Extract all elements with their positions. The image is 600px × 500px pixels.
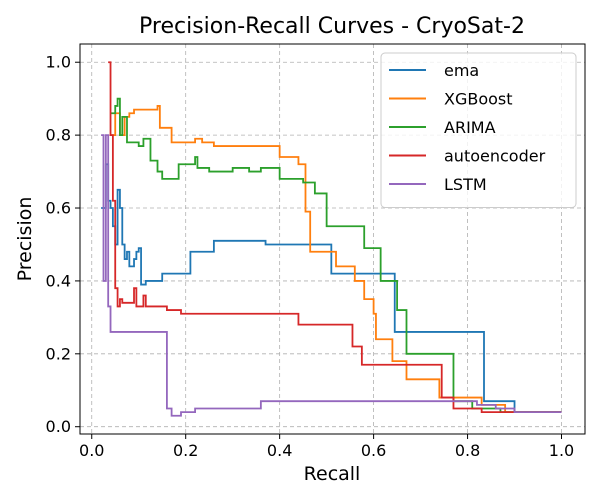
x-tick-label: 0.0 [79, 441, 104, 460]
legend: ema XGBoost ARIMA autoencoder LSTM [380, 52, 577, 208]
legend-box [380, 52, 577, 208]
x-tick-label: 0.2 [173, 441, 198, 460]
y-tick-label: 0.2 [46, 344, 71, 363]
series-line-xgboost [110, 105, 562, 414]
y-tick-label: 1.0 [46, 53, 71, 72]
x-axis: 0.0 0.2 0.4 0.6 0.8 1.0 [79, 434, 574, 460]
x-tick-label: 1.0 [549, 441, 574, 460]
y-axis: 0.0 0.2 0.4 0.6 0.8 1.0 [46, 53, 80, 436]
series-line-ema [101, 163, 562, 414]
y-tick-label: 0.4 [46, 271, 71, 290]
x-axis-label: Recall [304, 463, 361, 485]
plot-frame [79, 43, 586, 435]
y-axis-label: Precision [14, 197, 36, 282]
chart-title: Precision-Recall Curves - CryoSat-2 [139, 14, 525, 39]
x-tick-label: 0.6 [361, 441, 386, 460]
legend-label: LSTM [444, 175, 487, 194]
legend-label: ARIMA [444, 118, 496, 137]
x-tick-label: 0.8 [455, 441, 480, 460]
y-tick-label: 0.0 [46, 417, 71, 436]
x-tick-label: 0.4 [267, 441, 292, 460]
legend-label: ema [444, 61, 479, 80]
legend-label: XGBoost [444, 90, 513, 109]
series-line-autoencoder [108, 61, 562, 414]
y-tick-label: 0.6 [46, 199, 71, 218]
series-line-lstm [101, 134, 562, 417]
series-line-arima [110, 97, 562, 414]
legend-label: autoencoder [444, 147, 546, 166]
series-group [101, 61, 562, 417]
y-tick-label: 0.8 [46, 126, 71, 145]
